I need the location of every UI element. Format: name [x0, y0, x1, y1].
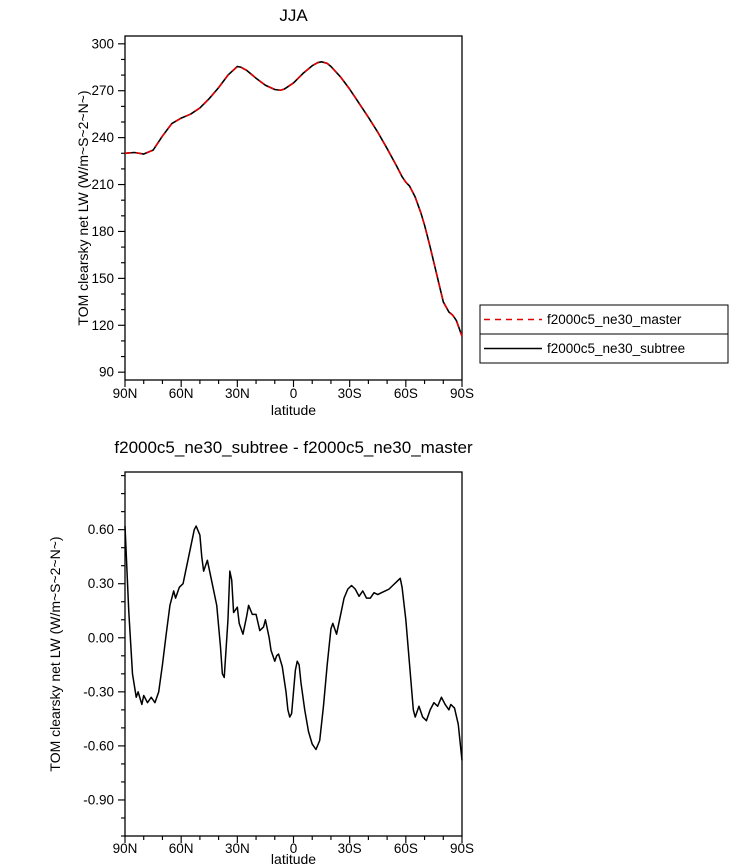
y-tick-label: 90	[99, 365, 114, 380]
difference-chart: 90N 60N 30N 0 30S 60S 90S -0.90 -0.60 -0.30 0.00 0.…	[47, 438, 474, 865]
y-tick-label: 270	[91, 83, 114, 98]
legend-label: f2000c5_ne30_subtree	[547, 341, 685, 356]
tick-labels: 90N 60N 30N 0 30S 60S 90S 90 120 150 180 210 240 270 3…	[91, 36, 474, 401]
x-tick-label: 30N	[225, 386, 250, 401]
x-tick-label: 30N	[225, 841, 250, 856]
y-tick-label: 150	[91, 271, 114, 286]
y-tick-label: -0.60	[83, 738, 114, 753]
x-tick-label: 30S	[338, 386, 362, 401]
y-tick-label: 300	[91, 36, 114, 51]
x-tick-label: 60N	[169, 841, 194, 856]
x-axis-label: latitude	[271, 851, 316, 865]
series-line-f2000c5_ne30_master	[124, 61, 463, 337]
x-tick-label: 30S	[338, 841, 362, 856]
plot-box	[124, 35, 463, 381]
x-tick-label: 0	[290, 386, 298, 401]
y-tick-label: 120	[91, 318, 114, 333]
legend-label: f2000c5_ne30_master	[547, 312, 682, 327]
x-tick-label: 90S	[450, 841, 474, 856]
x-tick-label: 60S	[394, 841, 418, 856]
y-tick-label: 180	[91, 224, 114, 239]
y-axis-label: TOM clearsky net LW (W/m~S~2~N~)	[47, 536, 63, 771]
plot-box	[124, 471, 463, 837]
axis-ticks	[118, 43, 463, 387]
jja-chart: 90N 60N 30N 0 30S 60S 90S 90 120 150 180 210 240 270 3…	[75, 6, 729, 418]
tick-labels: 90N 60N 30N 0 30S 60S 90S -0.90 -0.60 -0.30 0.00 0.…	[83, 522, 474, 856]
y-tick-label: 0.30	[88, 576, 114, 591]
y-tick-label: 210	[91, 177, 114, 192]
x-axis-label: latitude	[271, 402, 316, 418]
legend: f2000c5_ne30_master f2000c5_ne30_subtree	[479, 304, 729, 364]
y-axis-label: TOM clearsky net LW (W/m~S~2~N~)	[75, 90, 91, 325]
series-line-difference	[124, 525, 463, 761]
x-tick-label: 90N	[113, 386, 138, 401]
chart-title: JJA	[279, 6, 308, 25]
x-tick-label: 60S	[394, 386, 418, 401]
y-tick-label: 240	[91, 130, 114, 145]
y-tick-label: -0.30	[83, 684, 114, 699]
x-tick-label: 0	[290, 841, 298, 856]
x-tick-label: 90S	[450, 386, 474, 401]
y-tick-label: 0.60	[88, 522, 114, 537]
y-tick-label: 0.00	[88, 630, 114, 645]
x-tick-label: 90N	[113, 841, 138, 856]
y-tick-label: -0.90	[83, 792, 114, 807]
x-tick-label: 60N	[169, 386, 194, 401]
axis-ticks	[118, 475, 463, 843]
series-line-f2000c5_ne30_subtree	[124, 61, 463, 337]
chart-title: f2000c5_ne30_subtree - f2000c5_ne30_mast…	[114, 438, 473, 457]
